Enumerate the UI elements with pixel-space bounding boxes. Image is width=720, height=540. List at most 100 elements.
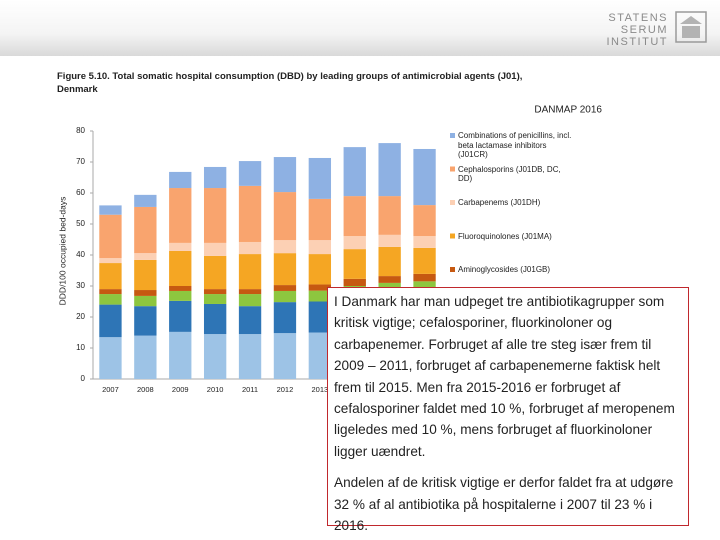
y-tick-label: 80 bbox=[76, 126, 85, 135]
bar-segment bbox=[99, 337, 122, 379]
bar-segment bbox=[134, 253, 157, 260]
bar-segment bbox=[343, 249, 366, 279]
y-tick-label: 30 bbox=[76, 281, 85, 290]
bar-segment bbox=[99, 258, 122, 264]
logo-text: SERUM bbox=[621, 24, 668, 36]
bar-segment bbox=[238, 161, 262, 186]
bar-segment bbox=[343, 147, 366, 197]
x-tick-label: 2007 bbox=[102, 385, 119, 394]
bar-segment bbox=[99, 205, 122, 215]
bar-segment bbox=[273, 253, 297, 286]
bar-segment bbox=[134, 206, 157, 254]
bar-segment bbox=[378, 196, 401, 235]
bar-segment bbox=[134, 194, 157, 207]
legend-swatch bbox=[450, 200, 455, 205]
legend-label: Fluoroquinolones (J01MA) bbox=[458, 231, 552, 241]
y-tick-label: 70 bbox=[76, 157, 85, 166]
bar-segment bbox=[273, 192, 297, 241]
bar-segment bbox=[203, 255, 227, 290]
y-axis-label: DDD/100 occupied bed-days bbox=[57, 197, 67, 306]
bar-segment bbox=[343, 196, 366, 237]
bar-segment bbox=[378, 234, 401, 247]
bar-segment bbox=[273, 290, 297, 303]
bar-segment bbox=[169, 290, 192, 301]
bar-segment bbox=[99, 214, 122, 259]
legend-label: Cephalosporins (J01DB, DC, DD) bbox=[458, 164, 561, 184]
bar-segment bbox=[378, 246, 401, 277]
bar-segment bbox=[99, 294, 122, 305]
bar-segment bbox=[169, 242, 192, 251]
bar-segment bbox=[134, 335, 157, 379]
bar-segment bbox=[203, 334, 227, 379]
bar-segment bbox=[203, 303, 227, 335]
y-tick-label: 50 bbox=[76, 219, 85, 228]
chart-title: Figure 5.10. Total somatic hospital cons… bbox=[57, 71, 523, 95]
bar-segment bbox=[238, 294, 262, 307]
bar-segment bbox=[308, 254, 332, 285]
bar-segment bbox=[169, 188, 192, 243]
chart-source: DANMAP 2016 bbox=[534, 105, 602, 116]
y-tick-label: 10 bbox=[76, 343, 85, 352]
bar-segment bbox=[238, 241, 262, 255]
bar-segment bbox=[238, 254, 262, 290]
bar-segment bbox=[343, 278, 366, 286]
x-tick-label: 2013 bbox=[312, 385, 329, 394]
bar-segment bbox=[413, 148, 436, 206]
logo-building bbox=[680, 16, 702, 38]
bar-segment bbox=[308, 332, 332, 379]
bar-segment bbox=[99, 263, 122, 290]
legend-label: Carbapenems (J01DH) bbox=[458, 198, 541, 207]
y-tick-label: 0 bbox=[81, 374, 86, 383]
y-tick-label: 20 bbox=[76, 312, 85, 321]
bar-segment bbox=[169, 286, 192, 291]
bar-segment bbox=[134, 306, 157, 336]
bar-segment bbox=[273, 285, 297, 291]
bar-segment bbox=[203, 188, 227, 243]
bar-segment bbox=[273, 302, 297, 334]
bar-segment bbox=[273, 157, 297, 193]
paragraph: I Danmark har man udpeget tre antibiotik… bbox=[334, 294, 675, 459]
x-tick-label: 2009 bbox=[172, 385, 189, 394]
bar-segment bbox=[378, 143, 401, 197]
x-tick-label: 2008 bbox=[137, 385, 154, 394]
bar-segment bbox=[308, 198, 332, 241]
bar-segment bbox=[203, 294, 227, 304]
bar-segment bbox=[169, 250, 192, 286]
bar-segment bbox=[134, 259, 157, 291]
bar-segment bbox=[134, 290, 157, 296]
bar-segment bbox=[308, 240, 332, 255]
bar-segment bbox=[273, 333, 297, 379]
bar-segment bbox=[238, 185, 262, 242]
legend-swatch bbox=[450, 166, 455, 172]
bar-segment bbox=[169, 331, 192, 379]
bar-segment bbox=[238, 289, 262, 295]
bar-segment bbox=[238, 334, 262, 379]
bar-segment bbox=[378, 276, 401, 283]
legend-swatch bbox=[450, 267, 455, 272]
logo-text: STATENS bbox=[608, 12, 668, 24]
text-box: I Danmark har man udpeget tre antibiotik… bbox=[327, 287, 689, 533]
bar-segment bbox=[308, 284, 332, 291]
bar-segment bbox=[203, 289, 227, 295]
legend-swatch bbox=[450, 233, 455, 239]
bar-segment bbox=[169, 300, 192, 332]
bar-segment bbox=[413, 247, 436, 274]
bar-segment bbox=[343, 236, 366, 250]
bar-segment bbox=[413, 205, 436, 237]
bar-segment bbox=[99, 304, 122, 338]
legend-label: Combinations of penicillins, incl. beta … bbox=[458, 131, 572, 159]
y-tick-label: 60 bbox=[76, 188, 85, 197]
legend-label: Aminoglycosides (J01GB) bbox=[458, 265, 551, 274]
bar-segment bbox=[203, 242, 227, 256]
logo-text: INSTITUT bbox=[607, 36, 669, 48]
bar-segment bbox=[99, 289, 122, 295]
y-tick-label: 40 bbox=[76, 250, 85, 259]
x-tick-label: 2012 bbox=[277, 385, 294, 394]
bar-segment bbox=[134, 295, 157, 307]
legend-swatch bbox=[450, 133, 455, 138]
bar-segment bbox=[413, 236, 436, 248]
bar-segment bbox=[308, 301, 332, 333]
x-tick-label: 2011 bbox=[242, 385, 258, 394]
bar-segment bbox=[169, 171, 192, 189]
